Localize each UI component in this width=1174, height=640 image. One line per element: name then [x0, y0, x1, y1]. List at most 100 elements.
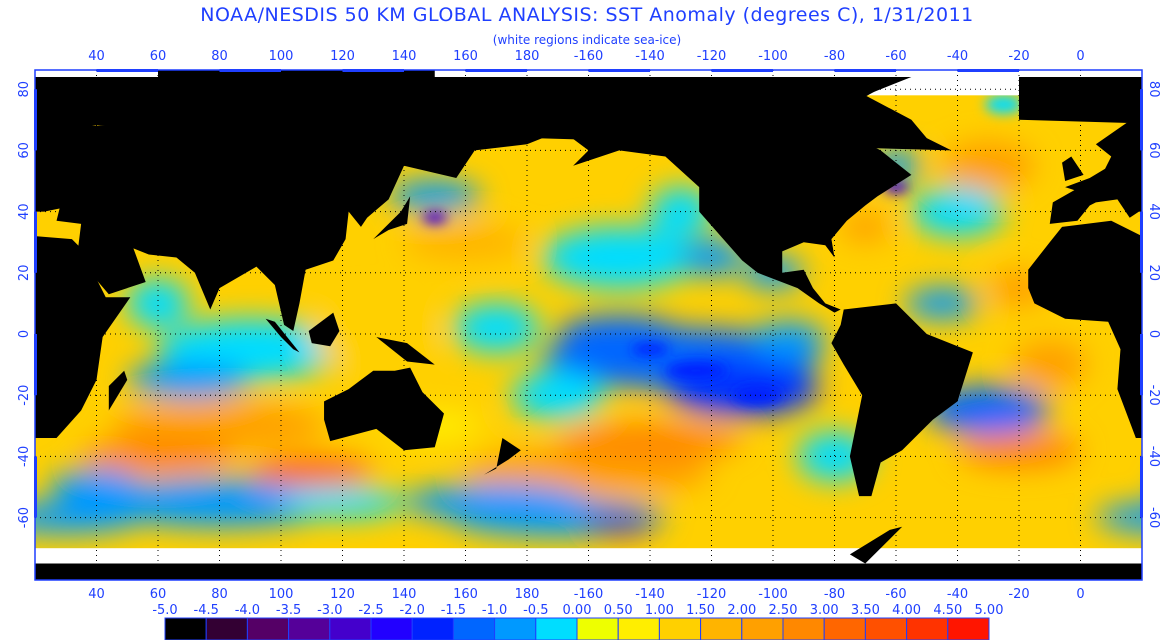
lon-tick-top: -60: [885, 49, 906, 64]
colorbar-label: 4.00: [892, 603, 921, 618]
frame-segment: [342, 69, 404, 72]
lon-tick-top: 120: [330, 49, 355, 64]
lon-tick-top: 40: [88, 49, 105, 64]
colorbar-swatch: [576, 617, 619, 640]
anomaly-region: [250, 456, 374, 488]
frame-segment: [1140, 211, 1143, 273]
anomaly-region: [905, 288, 980, 319]
lon-tick-bottom: -40: [947, 587, 968, 602]
land-eurasia: [1049, 119, 1142, 224]
frame-segment: [34, 334, 37, 396]
lon-tick-top: 80: [211, 49, 228, 64]
land-masses: [35, 70, 1142, 580]
lat-tick-right: -40: [1146, 446, 1161, 467]
colorbar-label: 4.50: [933, 603, 962, 618]
colorbar-label: -4.5: [194, 603, 219, 618]
anomaly-region: [404, 483, 589, 521]
anomaly-region: [127, 361, 251, 399]
lon-tick-top: -20: [1008, 49, 1029, 64]
lon-tick-bottom: 60: [150, 587, 167, 602]
land-borneo: [308, 312, 340, 347]
colorbar-label: -2.5: [358, 603, 383, 618]
lat-tick-left: 80: [17, 81, 32, 98]
lon-tick-bottom: 80: [211, 587, 228, 602]
lon-tick-top: -40: [947, 49, 968, 64]
anomaly-region: [680, 239, 743, 276]
colorbar-label: -1.5: [441, 603, 466, 618]
anomaly-core: [422, 211, 448, 224]
lon-tick-top: -140: [635, 49, 665, 64]
anomaly-core: [665, 361, 727, 380]
lat-tick-right: -20: [1146, 385, 1161, 406]
colorbar-swatch: [700, 617, 743, 640]
map-title: NOAA/NESDIS 50 KM GLOBAL ANALYSIS: SST A…: [200, 4, 974, 26]
lon-tick-bottom: 140: [392, 587, 417, 602]
gridlines: [35, 70, 1142, 580]
lon-tick-bottom: 120: [330, 587, 355, 602]
land-antarctica: [35, 563, 589, 580]
colorbar-label: 5.00: [975, 603, 1004, 618]
lon-tick-top: -80: [824, 49, 845, 64]
anomaly-region: [1157, 469, 1174, 506]
lat-tick-right: 80: [1146, 81, 1161, 98]
frame-segment: [711, 69, 773, 72]
map-subtitle: (white regions indicate sea-ice): [492, 33, 682, 47]
land-antarctic-peninsula: [849, 526, 903, 564]
anomaly-core: [631, 343, 669, 356]
lon-tick-top: -120: [697, 49, 727, 64]
anomaly-core: [733, 386, 783, 405]
lon-tick-top: 140: [392, 49, 417, 64]
land-africa: [1028, 220, 1142, 439]
colorbar-swatch: [617, 617, 660, 640]
colorbar-swatch: [864, 617, 908, 640]
land-australia: [324, 367, 444, 451]
lat-tick-left: -40: [17, 446, 32, 467]
anomaly-region: [582, 514, 657, 533]
frame-segment: [1140, 334, 1143, 396]
frame-segment: [957, 69, 1019, 72]
anomaly-region: [557, 422, 743, 460]
anomaly-region: [511, 370, 604, 420]
colorbar-swatch: [205, 617, 248, 640]
frame-segment: [465, 69, 527, 72]
anomaly-region: [35, 502, 143, 533]
lon-tick-top: 160: [453, 49, 478, 64]
anomaly-region: [388, 181, 481, 212]
colorbar-label: -2.0: [400, 603, 425, 618]
colorbar-swatch: [906, 617, 949, 640]
land-new-zealand: [483, 438, 521, 475]
lon-tick-bottom: 180: [515, 587, 540, 602]
lon-tick-top: 100: [269, 49, 294, 64]
colorbar-label: 0.00: [563, 603, 592, 618]
colorbar-label: 3.00: [810, 603, 839, 618]
colorbar-swatch: [246, 617, 290, 640]
anomaly-region: [942, 141, 1035, 191]
lon-tick-bottom: 100: [269, 587, 294, 602]
anomaly-core: [985, 95, 1023, 114]
lat-tick-left: 20: [17, 265, 32, 282]
lon-tick-top: 60: [150, 49, 167, 64]
colorbar-label: -0.5: [523, 603, 548, 618]
colorbar-swatch: [411, 617, 454, 640]
land-greenland: [35, 76, 952, 151]
land-madagascar: [108, 370, 128, 411]
lat-tick-left: 40: [17, 203, 32, 220]
land-north-america: [563, 113, 912, 313]
lon-tick-bottom: -160: [574, 587, 604, 602]
anomaly-region: [840, 211, 890, 243]
frame-segment: [34, 456, 37, 518]
lat-tick-left: 60: [17, 142, 32, 159]
colorbar-swatch: [370, 617, 413, 640]
colorbar-label: 1.00: [645, 603, 674, 618]
lon-tick-bottom: 40: [88, 587, 105, 602]
land-siberia-north: [158, 70, 435, 96]
anomaly-region: [404, 223, 527, 261]
colorbar-swatch: [329, 617, 372, 640]
lat-tick-right: 20: [1146, 265, 1161, 282]
frame-ticks: [34, 69, 1143, 518]
lon-tick-bottom: -100: [758, 587, 788, 602]
colorbar-swatch: [823, 617, 866, 640]
frame-segment: [1140, 89, 1143, 151]
anomaly-region: [281, 487, 404, 518]
